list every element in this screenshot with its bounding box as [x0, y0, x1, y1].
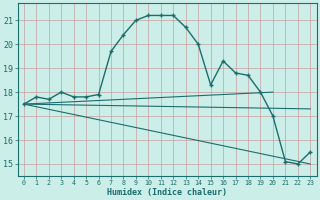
X-axis label: Humidex (Indice chaleur): Humidex (Indice chaleur) — [107, 188, 227, 197]
